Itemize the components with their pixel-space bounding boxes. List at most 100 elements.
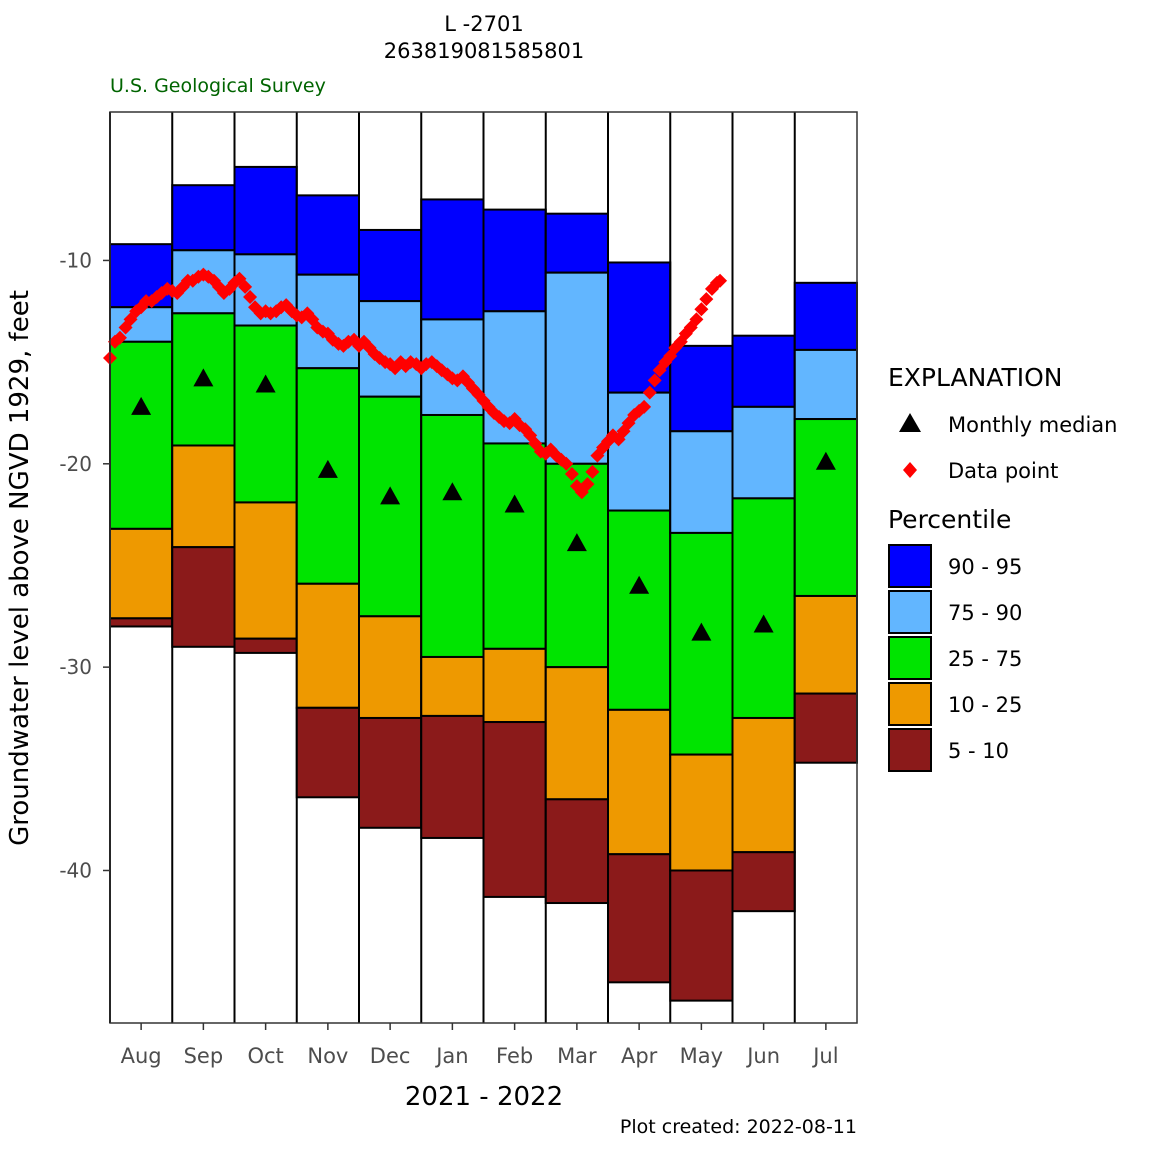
legend-median-icon (899, 413, 921, 432)
percentile-band-90-95-jun (731, 334, 796, 408)
plot-border (109, 111, 858, 1024)
percentile-band-5-10-jan (420, 714, 485, 839)
median-marker-nov (317, 459, 338, 478)
x-tick-label-may: May (680, 1044, 723, 1068)
chart-subtitle: 263819081585801 (384, 39, 584, 63)
percentile-band-75-90-jun (731, 405, 796, 500)
median-marker-aug (131, 396, 152, 415)
data-point (502, 416, 517, 431)
data-point (580, 477, 595, 492)
y-tick-label: -30 (59, 655, 92, 679)
percentile-band-25-75-feb (482, 442, 547, 650)
percentile-band-25-75-jan (420, 413, 485, 658)
percentile-band-10-25-apr (607, 708, 672, 856)
legend-range-label: 5 - 10 (948, 739, 1009, 763)
legend-range-label: 90 - 95 (948, 555, 1022, 579)
percentile-band-25-75-aug (109, 340, 174, 530)
percentile-band-5-10-may (669, 869, 734, 1002)
data-point (585, 464, 600, 479)
percentile-band-10-25-feb (482, 647, 547, 724)
data-point (112, 330, 127, 345)
percentile-band-10-25-jan (420, 655, 485, 717)
percentile-band-10-25-sep (171, 444, 236, 549)
y-tick-label: -20 (59, 452, 92, 476)
percentile-band-5-10-feb (482, 721, 547, 898)
percentile-band-5-10-jul (793, 692, 858, 764)
percentile-band-90-95-nov (295, 194, 360, 276)
percentile-band-75-90-jul (793, 348, 858, 421)
percentile-band-75-90-may (669, 430, 734, 534)
median-marker-dec (380, 486, 401, 505)
y-axis-label: Groundwater level above NGVD 1929, feet (5, 290, 35, 846)
median-marker-oct (255, 374, 276, 393)
percentile-band-90-95-mar (544, 212, 609, 274)
legend-range-label: 10 - 25 (948, 693, 1022, 717)
data-point (559, 456, 574, 471)
percentile-band-25-75-jul (793, 418, 858, 597)
legend-median-label: Monthly median (948, 413, 1117, 437)
legend-range-label: 25 - 75 (948, 647, 1022, 671)
data-point-series (103, 267, 728, 500)
x-tick-label-nov: Nov (307, 1044, 348, 1068)
percentile-band-10-25-may (669, 753, 734, 872)
percentile-band-90-95-sep (171, 184, 236, 252)
legend-range-label: 75 - 90 (948, 601, 1022, 625)
x-tick-label-dec: Dec (370, 1044, 411, 1068)
legend-data-point-label: Data point (948, 459, 1058, 483)
data-point (694, 302, 709, 317)
percentile-band-75-90-mar (544, 271, 609, 465)
legend-percentile-title: Percentile (888, 505, 1011, 534)
percentile-band-25-75-dec (358, 395, 423, 618)
monthly-median-markers (131, 368, 836, 641)
agency-label: U.S. Geological Survey (110, 75, 326, 97)
x-tick-label-jun: Jun (745, 1044, 780, 1068)
median-marker-jul (815, 451, 836, 470)
percentile-band-10-25-mar (544, 666, 609, 801)
percentile-band-25-75-jun (731, 497, 796, 719)
percentile-band-90-95-jan (420, 198, 485, 321)
x-axis: Aug Sep Oct Nov Dec Jan Feb Mar Apr May Jun Jul (121, 1023, 839, 1068)
legend-data-point-icon (903, 462, 917, 478)
median-marker-mar (566, 533, 587, 552)
legend-swatch-25-75 (888, 636, 932, 680)
data-point (564, 466, 579, 481)
median-marker-apr (629, 575, 650, 594)
data-point (637, 399, 652, 414)
legend-percentile-ranges: 90 - 95 75 - 90 25 - 75 10 - 25 5 - 10 (888, 544, 1022, 772)
percentile-band-10-25-oct (233, 501, 298, 640)
percentile-band-10-25-jun (731, 716, 796, 854)
x-tick-label-sep: Sep (184, 1044, 224, 1068)
percentile-band-90-95-jul (793, 281, 858, 351)
percentile-band-5-10-nov (295, 706, 360, 799)
percentile-band-5-10-jun (731, 851, 796, 913)
data-point (248, 300, 263, 315)
legend: EXPLANATION Monthly median Data point Pe… (888, 363, 1117, 772)
percentile-band-25-75-mar (544, 462, 609, 669)
chart-title: L -2701 (444, 12, 523, 36)
x-tick-label-jul: Jul (811, 1044, 838, 1068)
percentile-band-5-10-apr (607, 853, 672, 984)
data-point (713, 273, 728, 288)
x-tick-label-oct: Oct (247, 1044, 283, 1068)
median-marker-jun (753, 614, 774, 633)
legend-swatch-75-90 (888, 590, 932, 634)
x-tick-label-aug: Aug (121, 1044, 162, 1068)
legend-swatch-10-25 (888, 682, 932, 726)
x-tick-label-jan: Jan (434, 1044, 468, 1068)
percentile-band-10-25-jul (793, 594, 858, 695)
percentile-band-10-25-nov (295, 582, 360, 709)
percentile-band-90-95-dec (358, 228, 423, 303)
x-tick-label-apr: Apr (621, 1044, 658, 1068)
legend-swatch-5-10 (888, 728, 932, 772)
percentile-bars (109, 112, 858, 1023)
percentile-band-5-10-sep (171, 546, 236, 648)
percentile-band-5-10-dec (358, 716, 423, 829)
plot-created-label: Plot created: 2022-08-11 (620, 1116, 857, 1138)
percentile-band-90-95-may (669, 344, 734, 433)
percentile-band-90-95-feb (482, 208, 547, 313)
percentile-band-10-25-aug (109, 527, 174, 620)
data-point (647, 373, 662, 388)
percentile-band-25-75-may (669, 531, 734, 756)
plot-frame (109, 111, 858, 1024)
